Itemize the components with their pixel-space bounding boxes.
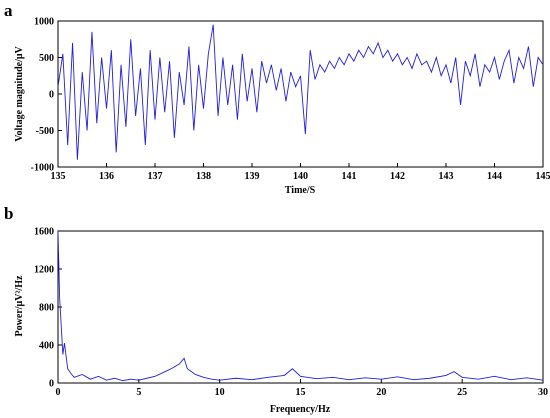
y-tick-label: -1000 [31,163,54,174]
x-tick-label: 139 [245,171,260,182]
x-tick-label: 15 [296,387,306,398]
axis-ticks-b: 0 5 10 15 20 25 30 0 400 800 1200 1600 [34,227,548,399]
x-tick-label: 142 [390,171,405,182]
x-axis-label-a: Time/S [285,185,316,196]
y-tick-label: 1000 [34,17,54,28]
power-spectrum-line [57,230,544,382]
x-tick-label: 145 [536,171,550,182]
panel-a-label: a [4,1,13,20]
x-tick-label: 30 [538,387,548,398]
panel-b: b 0 5 10 15 20 25 30 0 400 800 1200 1600 Frequency/… [4,204,548,415]
y-axis-label-b: Power/μV²/Hz [14,275,25,336]
x-tick-label: 5 [136,387,141,398]
y-tick-label: 800 [39,303,54,314]
x-tick-label: 25 [457,387,467,398]
x-tick-label: 10 [215,387,225,398]
y-tick-label: 1600 [34,227,54,238]
x-tick-label: 136 [99,171,114,182]
y-tick-label: 400 [39,341,54,352]
x-tick-label: 140 [293,171,308,182]
panel-a: a 135 136 137 138 139 140 141 142 143 144 145 -1000… [4,1,550,196]
plot-frame-b [57,230,544,384]
x-tick-label: 20 [376,387,386,398]
y-tick-label: 1200 [34,265,54,276]
x-tick-label: 143 [439,171,454,182]
x-tick-label: 0 [56,387,61,398]
x-axis-label-b: Frequency/Hz [270,404,331,415]
y-tick-label: -500 [36,126,54,137]
y-tick-label: 0 [49,379,54,390]
y-axis-label-a: Voltage magnitude/μV [14,45,25,141]
x-tick-label: 141 [342,171,357,182]
x-tick-label: 144 [487,171,502,182]
x-tick-label: 137 [148,171,163,182]
panel-b-label: b [4,204,13,223]
y-tick-label: 500 [39,53,54,64]
x-tick-label: 138 [196,171,211,182]
x-tick-label: 135 [51,171,66,182]
voltage-series-line [57,24,544,160]
axis-ticks-a: 135 136 137 138 139 140 141 142 143 144 145 -1000 -5… [31,17,550,183]
y-tick-label: 0 [49,90,54,101]
